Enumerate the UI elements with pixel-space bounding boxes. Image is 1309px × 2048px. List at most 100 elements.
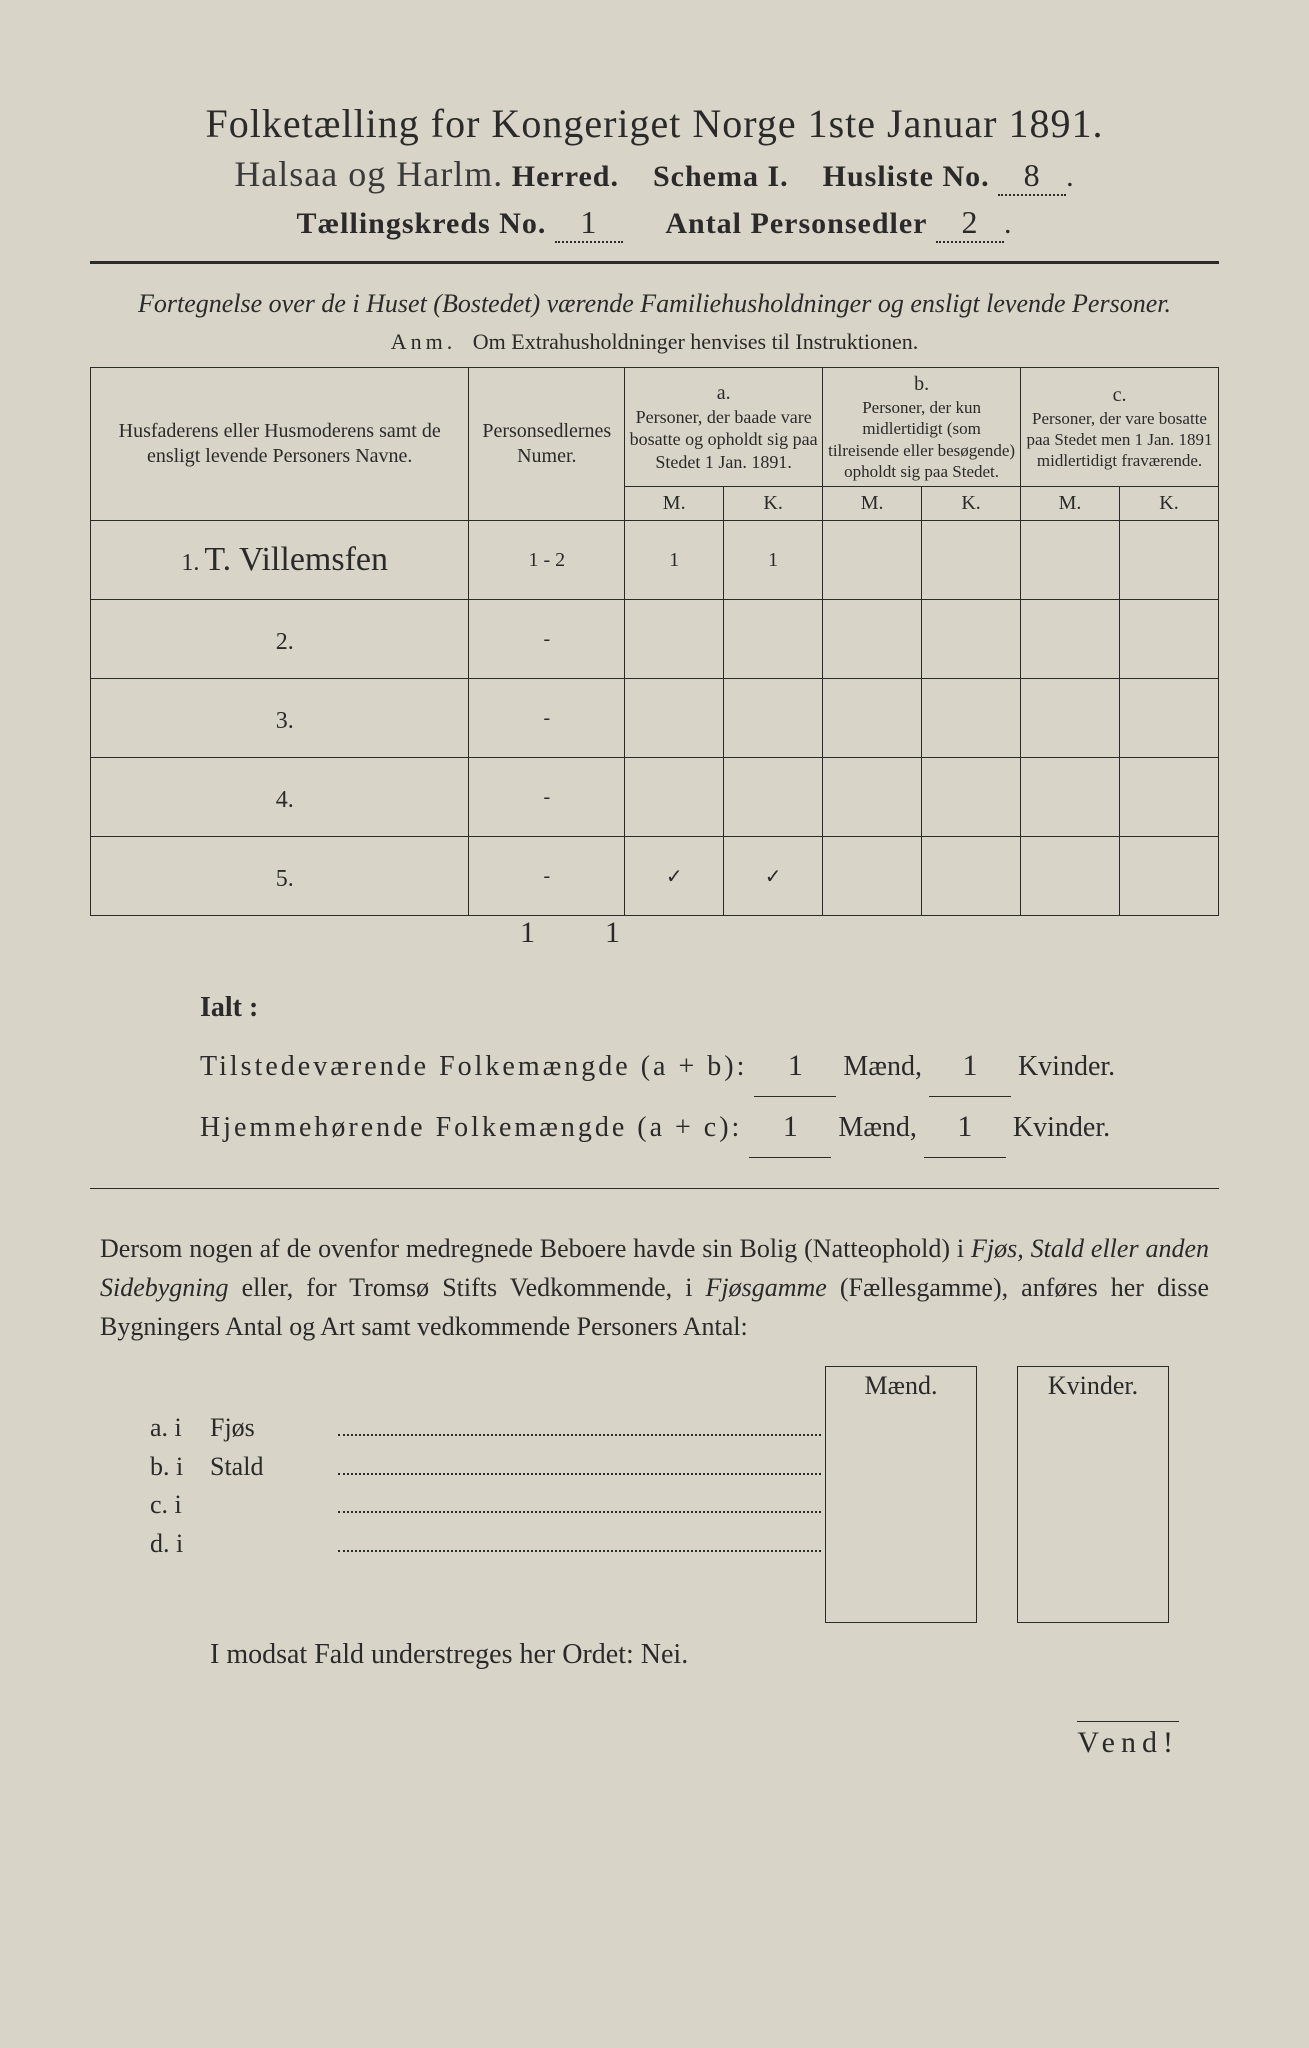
kreds-line: Tællingskreds No. 1 Antal Personsedler 2… [90,204,1219,243]
table-row: 1. T. Villemsfen1 - 211 [91,521,1219,600]
totals-line2: Hjemmehørende Folkemængde (a + c): 1 Mæn… [200,1097,1219,1158]
line1-m: 1 [754,1036,836,1097]
c-m-cell [1021,758,1120,837]
side-row-letter: b. i [150,1452,210,1482]
b-m-cell [823,600,922,679]
husliste-no: 8 [998,157,1066,196]
b-m-cell [823,837,922,916]
divider2 [90,1188,1219,1189]
mk-header: Mænd. Kvinder. [150,1366,1169,1405]
nei-line: I modsat Fald understreges her Ordet: Ne… [210,1639,1219,1671]
side-row-letter: c. i [150,1490,210,1520]
name-cell: 5. [91,837,469,916]
side-row-type: Stald [210,1452,330,1482]
herred-label: Herred. [512,160,619,193]
side-row-dots [338,1449,821,1474]
herred-line: Halsaa og Harlm. Herred. Schema I. Husli… [90,153,1219,196]
kreds-label: Tællingskreds No. [297,207,547,240]
totals-line1: Tilstedeværende Folkemængde (a + b): 1 M… [200,1036,1219,1097]
table-row: 2. - [91,600,1219,679]
name-cell: 1. T. Villemsfen [91,521,469,600]
b-k-cell [922,521,1021,600]
herred-handwritten: Halsaa og Harlm. [234,153,503,195]
c-m-cell [1021,521,1120,600]
a-m-cell: ✓ [625,837,724,916]
name-cell: 4. [91,758,469,837]
c-k-cell [1119,600,1218,679]
a-k-cell: 1 [724,521,823,600]
b-k-cell [922,837,1021,916]
kvinder-col-label: Kvinder. [1017,1366,1169,1405]
maend-col [825,1402,977,1623]
kreds-no: 1 [555,204,623,243]
a-m-cell: 1 [625,521,724,600]
table-row: 3. - [91,679,1219,758]
personsedler-no: 2 [936,204,1004,243]
b-m-cell [823,679,922,758]
side-row-dots [338,1526,821,1551]
husliste-label: Husliste No. [823,160,990,193]
anm-label: Anm. [391,329,457,354]
name-cell: 3. [91,679,469,758]
schema-label: Schema I. [653,160,789,193]
c-k-cell [1119,679,1218,758]
col-a-header: a. Personer, der baade vare bosatte og o… [625,368,823,487]
name-cell: 2. [91,600,469,679]
col-b-k: K. [922,487,1021,521]
maend-col-label: Mænd. [825,1366,977,1405]
col-b-header: b. Personer, der kun midlertidigt (som t… [823,368,1021,487]
c-m-cell [1021,679,1120,758]
col-c-m: M. [1021,487,1120,521]
side-building-para: Dersom nogen af de ovenfor medregnede Be… [100,1229,1209,1346]
household-table: Husfaderens eller Husmoderens samt de en… [90,367,1219,916]
col-c-header: c. Personer, der vare bosatte paa Stedet… [1021,368,1219,487]
b-m-cell [823,758,922,837]
below-a-m: 1 [520,916,535,950]
side-row-dots [338,1488,821,1513]
line1-k: 1 [929,1036,1011,1097]
totals-block: Ialt : Tilstedeværende Folkemængde (a + … [200,980,1219,1158]
kvinder-col [1017,1402,1169,1623]
a-k-cell: ✓ [724,837,823,916]
side-row-type: Fjøs [210,1413,330,1443]
a-m-cell [625,600,724,679]
numer-cell: 1 - 2 [469,521,625,600]
anm-text: Om Extrahusholdninger henvises til Instr… [473,329,918,354]
numer-cell: - [469,837,625,916]
table-row: 5. -✓✓ [91,837,1219,916]
col-names-header: Husfaderens eller Husmoderens samt de en… [91,368,469,521]
a-k-cell [724,600,823,679]
b-k-cell [922,600,1021,679]
numer-cell: - [469,758,625,837]
a-m-cell [625,679,724,758]
c-k-cell [1119,758,1218,837]
c-m-cell [1021,837,1120,916]
divider [90,261,1219,264]
c-m-cell [1021,600,1120,679]
side-building-block: Mænd. Kvinder. a. iFjøsb. iStaldc. id. i [150,1366,1209,1559]
line2-k: 1 [924,1097,1006,1158]
col-num-header: Personsedlernes Numer. [469,368,625,521]
col-a-m: M. [625,487,724,521]
b-k-cell [922,679,1021,758]
page-title: Folketælling for Kongeriget Norge 1ste J… [90,100,1219,147]
a-k-cell [724,758,823,837]
below-a-k: 1 [605,916,620,950]
c-k-cell [1119,837,1218,916]
below-table-sums: 1 1 [90,916,1219,950]
numer-cell: - [469,600,625,679]
intro-text: Fortegnelse over de i Huset (Bostedet) v… [130,286,1179,321]
a-k-cell [724,679,823,758]
numer-cell: - [469,679,625,758]
side-row-dots [338,1411,821,1436]
b-k-cell [922,758,1021,837]
table-row: 4. - [91,758,1219,837]
ialt-label: Ialt : [200,980,1219,1036]
personsedler-label: Antal Personsedler [665,207,927,240]
col-b-m: M. [823,487,922,521]
a-m-cell [625,758,724,837]
line2-m: 1 [749,1097,831,1158]
anm-line: Anm. Om Extrahusholdninger henvises til … [90,329,1219,355]
col-c-k: K. [1119,487,1218,521]
b-m-cell [823,521,922,600]
